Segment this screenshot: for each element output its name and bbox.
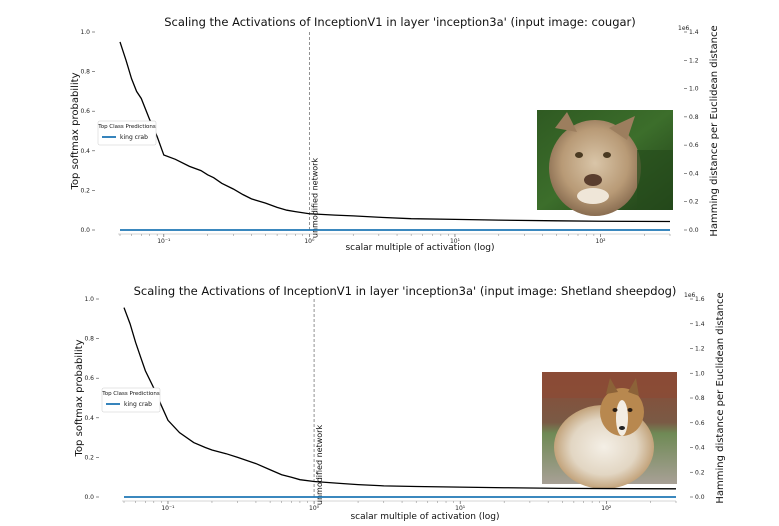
y2-tick-label: 1.4 — [695, 321, 705, 328]
legend-item: king crab — [120, 134, 148, 141]
y2-tick-label: 0.8 — [689, 114, 699, 121]
y-axis-label: Top softmax probability — [74, 339, 85, 457]
y-tick-label: 1.0 — [80, 29, 90, 36]
cougar-photo — [537, 110, 673, 216]
chart-panel-2: Scaling the Activations of InceptionV1 i… — [74, 284, 726, 522]
x-axis-label: scalar multiple of activation (log) — [350, 512, 499, 522]
y2-tick-label: 0.0 — [695, 494, 705, 501]
y2-tick-label: 0.2 — [695, 469, 705, 476]
y2-multiplier: 1e6 — [684, 292, 696, 299]
x-axis-label: scalar multiple of activation (log) — [345, 243, 494, 253]
x-tick-label: 10⁰ — [304, 238, 315, 245]
x-tick-label: 10⁻¹ — [161, 505, 175, 512]
y-tick-label: 0.0 — [80, 227, 90, 234]
unmodified-network-label: unmodified network — [315, 425, 324, 506]
y-tick-label: 0.0 — [84, 494, 94, 501]
y-tick-label: 0.8 — [80, 69, 90, 76]
y2-tick-label: 1.4 — [689, 29, 699, 36]
y-tick-label: 0.4 — [80, 148, 90, 155]
legend: Top Class Predictions king crab — [97, 120, 157, 146]
legend-title: Top Class Predictions — [101, 391, 160, 397]
legend-item: king crab — [124, 401, 152, 408]
y2-tick-label: 0.6 — [689, 142, 699, 149]
y2-tick-label: 0.8 — [695, 395, 705, 402]
chart-panel-1: Scaling the Activations of InceptionV1 i… — [70, 15, 720, 253]
legend-box — [97, 120, 157, 146]
y-tick-label: 0.2 — [84, 454, 94, 461]
legend-box — [101, 387, 161, 413]
y-axis-label: Top softmax probability — [70, 72, 81, 190]
sheepdog-photo — [542, 372, 677, 489]
y-tick-label: 0.6 — [80, 108, 90, 115]
y-tick-label: 0.8 — [84, 336, 94, 343]
y2-tick-label: 1.2 — [695, 346, 705, 353]
y-tick-label: 0.2 — [80, 187, 90, 194]
y-tick-label: 0.6 — [84, 375, 94, 382]
y2-tick-label: 1.6 — [695, 296, 705, 303]
y-tick-label: 0.4 — [84, 415, 94, 422]
y2-multiplier: 1e6 — [678, 25, 690, 32]
y-tick-label: 1.0 — [84, 296, 94, 303]
y2-tick-label: 1.0 — [689, 86, 699, 93]
x-tick-label: 10¹ — [450, 238, 461, 245]
chart-title: Scaling the Activations of InceptionV1 i… — [134, 284, 677, 298]
series-line-hamming — [123, 307, 677, 490]
y2-tick-label: 1.2 — [689, 57, 699, 64]
series-line-hamming — [119, 41, 671, 223]
unmodified-network-label: unmodified network — [310, 158, 319, 239]
legend: Top Class Predictions king crab — [101, 387, 161, 413]
y2-axis-label: Hamming distance per Euclidean distance — [715, 292, 726, 503]
y2-tick-label: 0.6 — [695, 420, 705, 427]
y2-tick-label: 0.4 — [689, 170, 699, 177]
y2-tick-label: 0.4 — [695, 445, 705, 452]
x-tick-label: 10¹ — [455, 505, 466, 512]
x-tick-label: 10² — [601, 505, 612, 512]
y2-tick-label: 0.2 — [689, 199, 699, 206]
x-tick-label: 10² — [596, 238, 607, 245]
chart-title: Scaling the Activations of InceptionV1 i… — [164, 15, 636, 29]
y2-tick-label: 1.0 — [695, 370, 705, 377]
y2-axis-label: Hamming distance per Euclidean distance — [709, 25, 720, 236]
x-tick-label: 10⁻¹ — [157, 238, 171, 245]
legend-title: Top Class Predictions — [97, 124, 156, 130]
x-tick-label: 10⁰ — [309, 505, 320, 512]
y2-tick-label: 0.0 — [689, 227, 699, 234]
